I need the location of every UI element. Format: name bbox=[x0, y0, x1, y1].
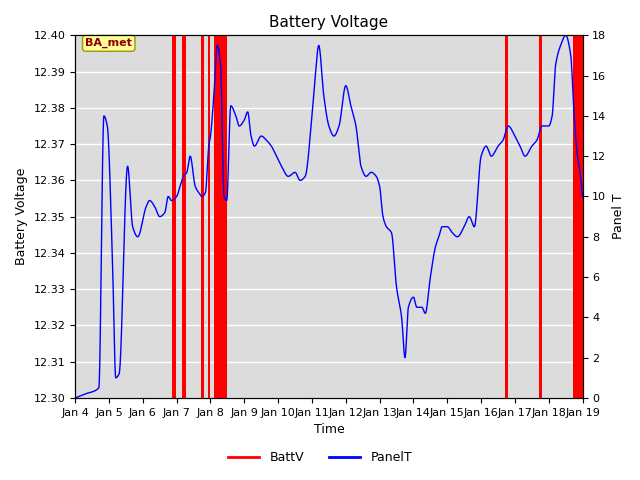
Bar bbox=[201, 36, 204, 398]
Bar bbox=[573, 36, 582, 398]
Y-axis label: Panel T: Panel T bbox=[612, 194, 625, 240]
Bar bbox=[208, 36, 211, 398]
Text: BA_met: BA_met bbox=[85, 38, 132, 48]
Title: Battery Voltage: Battery Voltage bbox=[269, 15, 388, 30]
Legend: BattV, PanelT: BattV, PanelT bbox=[223, 446, 417, 469]
Bar bbox=[506, 36, 508, 398]
Bar bbox=[172, 36, 175, 398]
Bar bbox=[214, 36, 227, 398]
Y-axis label: Battery Voltage: Battery Voltage bbox=[15, 168, 28, 265]
Bar bbox=[182, 36, 186, 398]
Bar bbox=[540, 36, 542, 398]
X-axis label: Time: Time bbox=[314, 423, 344, 436]
